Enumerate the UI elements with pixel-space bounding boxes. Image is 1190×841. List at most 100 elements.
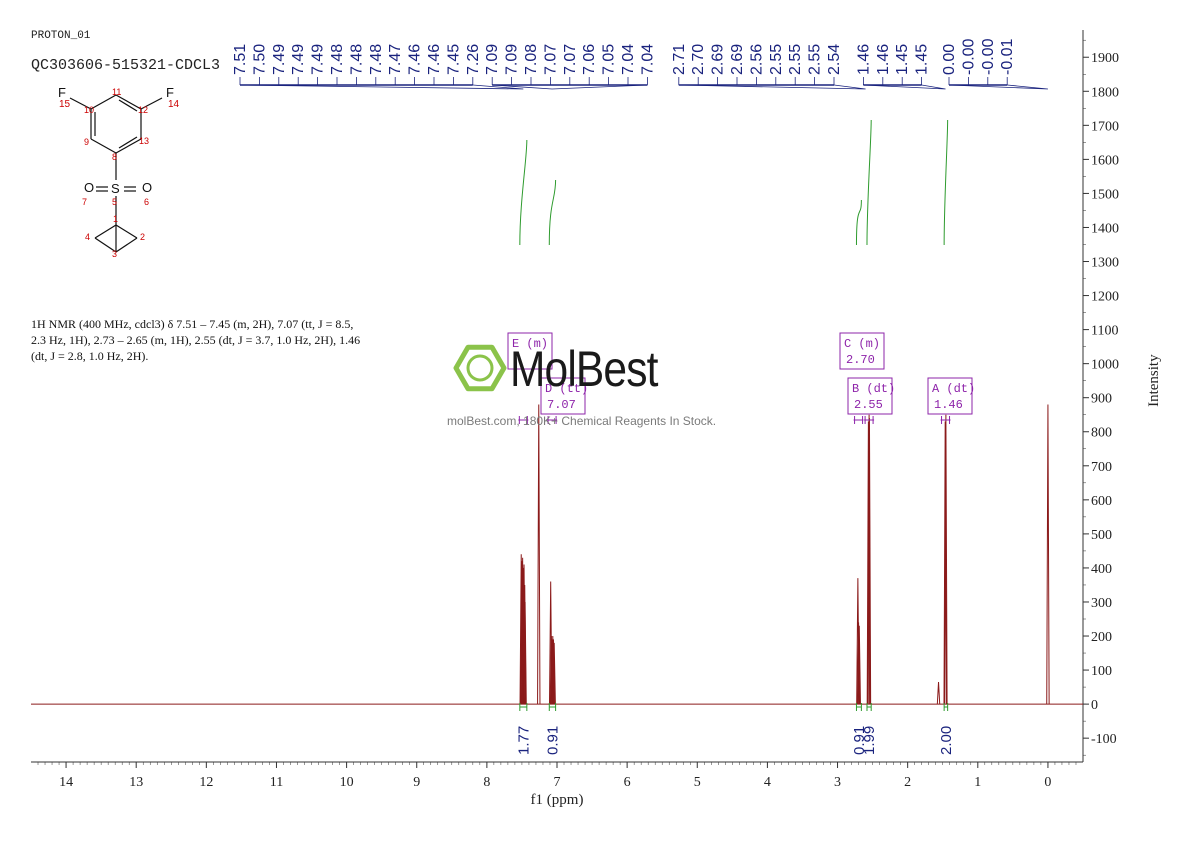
structure-label: 15 (59, 99, 71, 110)
x-tick-label: 14 (59, 775, 73, 790)
peak-shift-label: 7.06 (581, 44, 598, 75)
x-tick-label: 4 (764, 775, 771, 790)
peak-shift-label: 7.46 (407, 44, 424, 75)
peak-shift-label: 1.45 (894, 44, 911, 75)
structure-label: 12 (138, 105, 148, 115)
bond (90, 138, 117, 154)
peak-shift-label: 2.54 (826, 44, 843, 75)
peak-shift-label: 7.48 (348, 44, 365, 75)
multiplet-shift: 2.70 (846, 353, 875, 367)
watermark-tagline: molBest.com, 180K+ Chemical Reagents In … (447, 414, 717, 428)
x-tick-label: 2 (904, 775, 911, 790)
peak-shift-label: 1.46 (875, 44, 892, 75)
multiplet-type: A (dt) (932, 382, 975, 396)
axes: 14 13 12 11 10 9 8 7 6 5 4 3 2 1 0f1 (ppm)-10001002003… (31, 30, 1162, 808)
peak-shift-label: 7.47 (387, 44, 404, 75)
sample-name: QC303606-515321-CDCL3 (31, 57, 221, 74)
multiplet-marker (864, 416, 875, 424)
integral-value: 1.99 (861, 726, 878, 755)
integral-curve (866, 119, 872, 246)
peak-shift-label: 7.07 (542, 44, 559, 75)
multiplet-marker (940, 416, 951, 424)
multiplet-box (847, 377, 893, 415)
bond (115, 237, 138, 253)
structure-label: F (58, 85, 66, 100)
nmr-description: 1H NMR (400 MHz, cdcl3) δ 7.51 – 7.45 (m… (31, 317, 361, 363)
bond (94, 237, 117, 253)
structure-label: 8 (112, 152, 117, 162)
spectrum-peak (943, 421, 947, 705)
peak-shift-label: 7.50 (251, 44, 268, 75)
spectrum-peak (1046, 404, 1050, 705)
peak-shift-label: 0.00 (941, 44, 958, 75)
structure-label: S (111, 181, 120, 196)
y-tick-label: 0 (1091, 698, 1098, 713)
spectrum-peak (537, 404, 541, 705)
peak-shift-label: -0.00 (980, 38, 997, 75)
structure-label: 4 (85, 232, 90, 242)
spectrum-peak (552, 642, 556, 705)
peak-label-connector (678, 84, 866, 90)
multiplet-type: B (dt) (852, 382, 895, 396)
peak-shift-label: 7.48 (329, 44, 346, 75)
y-tick-label: -100 (1091, 732, 1117, 747)
peak-shift-label: 7.46 (426, 44, 443, 75)
spectrum-peak (866, 421, 871, 705)
structure-label: 14 (168, 99, 180, 110)
spectrum-peak (857, 625, 861, 705)
integral-bar (943, 703, 949, 711)
structure-label: F (166, 85, 174, 100)
structure-label: 10 (84, 105, 94, 115)
integral-value: 2.00 (938, 726, 955, 755)
y-tick-label: 400 (1091, 562, 1112, 577)
bond (115, 138, 142, 154)
experiment-name: PROTON_01 (31, 30, 91, 42)
bond (69, 97, 92, 110)
spectrum-peak (856, 622, 861, 705)
peak-shift-label: 7.26 (465, 44, 482, 75)
structure-label: 7 (82, 197, 87, 207)
peak-shift-label: 7.49 (310, 44, 327, 75)
y-tick-label: 1800 (1091, 85, 1119, 100)
peak-shift-label: 2.55 (807, 44, 824, 75)
multiplet-shift: 7.07 (547, 398, 576, 412)
y-tick-label: 1200 (1091, 290, 1119, 305)
peak-shift-label: 7.04 (620, 44, 637, 75)
y-tick-label: 1100 (1091, 324, 1118, 339)
x-tick-label: 3 (834, 775, 841, 790)
multiplet-marker (547, 416, 558, 424)
structure-label: 13 (139, 136, 149, 146)
x-tick-label: 6 (624, 775, 631, 790)
integral-bar (855, 703, 862, 711)
peak-shift-label: 7.09 (484, 44, 501, 75)
multiplet-type: C (m) (844, 337, 880, 351)
structure-label: 5 (112, 197, 117, 207)
peak-label-connector (863, 84, 946, 90)
x-tick-label: 13 (129, 775, 143, 790)
x-tick-label: 0 (1044, 775, 1051, 790)
integral-bar (548, 703, 557, 711)
y-tick-label: 1500 (1091, 187, 1119, 202)
peak-shift-label: -0.00 (960, 38, 977, 75)
peak-shift-label: 7.45 (445, 44, 462, 75)
peak-shift-label: 7.07 (562, 44, 579, 75)
multiplet-box (927, 377, 973, 415)
x-tick-label: 7 (554, 775, 561, 790)
multiplet-box (507, 332, 553, 370)
structure-label: O (142, 180, 152, 195)
peak-shift-label: 2.71 (671, 44, 688, 75)
integral-curve (519, 139, 528, 246)
x-tick-label: 9 (413, 775, 420, 790)
peak-shift-label: 2.55 (787, 44, 804, 75)
bond (140, 97, 163, 110)
integral-curve (943, 119, 949, 246)
peak-shift-label: 7.49 (271, 44, 288, 75)
peak-shift-label: 7.48 (368, 44, 385, 75)
integral-curve (855, 199, 862, 246)
logo-hexagon (453, 344, 507, 392)
spectrum-peak (944, 414, 948, 705)
x-tick-label: 8 (483, 775, 490, 790)
structure-label: 9 (84, 137, 89, 147)
